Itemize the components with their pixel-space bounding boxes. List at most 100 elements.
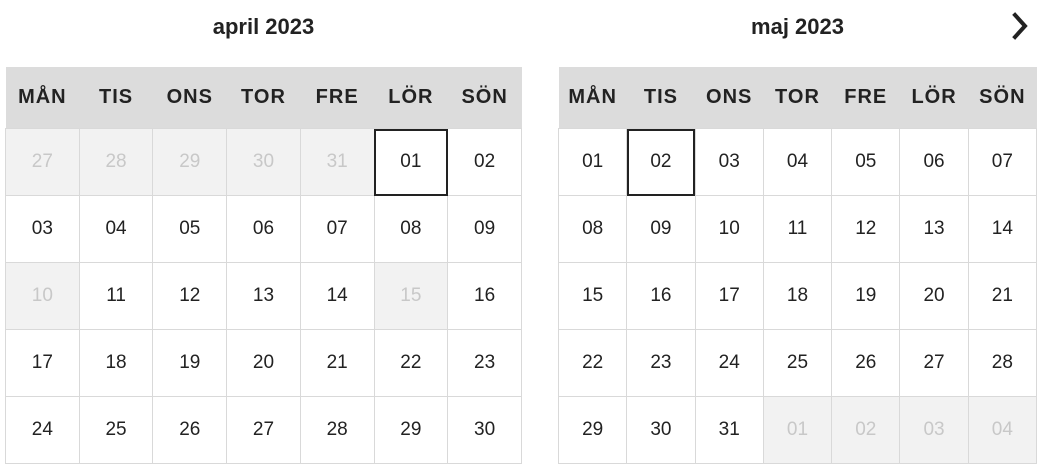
day-cell[interactable]: 24 — [694, 329, 764, 397]
weekday-header: LÖR — [899, 67, 969, 129]
calendar-month-may: maj 2023 MÅN TIS ONS TOR FRE LÖR SÖN 01 02 03 04 0… — [557, 0, 1038, 464]
weekday-header-row: MÅN TIS ONS TOR FRE LÖR SÖN — [5, 67, 522, 129]
weekday-header: LÖR — [374, 67, 448, 129]
day-cell[interactable]: 22 — [373, 329, 449, 397]
calendar-month-april: april 2023 MÅN TIS ONS TOR FRE LÖR SÖN 27 28 29 3… — [5, 0, 522, 464]
day-cell[interactable]: 23 — [626, 329, 696, 397]
day-cell[interactable]: 29 — [557, 396, 628, 464]
day-cell[interactable]: 09 — [447, 195, 522, 263]
day-cell[interactable]: 18 — [762, 262, 833, 330]
day-cell[interactable]: 26 — [152, 396, 228, 464]
day-cell[interactable]: 12 — [831, 195, 901, 263]
weekday-header: SÖN — [447, 67, 522, 129]
week-row: 24 25 26 27 28 29 30 — [5, 396, 522, 464]
day-cell-selected[interactable]: 01 — [373, 128, 449, 196]
next-month-button[interactable] — [1003, 8, 1037, 44]
day-cell[interactable]: 03 — [5, 195, 80, 263]
weekday-header: ONS — [695, 67, 764, 129]
day-cell[interactable]: 05 — [831, 128, 901, 196]
day-cell-disabled: 10 — [5, 262, 80, 330]
day-cell[interactable]: 30 — [626, 396, 696, 464]
day-cell[interactable]: 04 — [78, 195, 154, 263]
month-title: maj 2023 — [751, 14, 844, 39]
weekday-header: MÅN — [5, 67, 80, 129]
day-cell[interactable]: 21 — [967, 262, 1038, 330]
weekday-header: FRE — [300, 67, 375, 129]
day-cell[interactable]: 24 — [5, 396, 80, 464]
week-row: 08 09 10 11 12 13 14 — [557, 195, 1038, 263]
day-cell[interactable]: 07 — [299, 195, 375, 263]
weekday-header: TOR — [763, 67, 832, 129]
day-cell[interactable]: 18 — [78, 329, 154, 397]
weekday-header: TIS — [626, 67, 696, 129]
day-cell[interactable]: 20 — [899, 262, 969, 330]
week-row: 17 18 19 20 21 22 23 — [5, 329, 522, 397]
day-cell[interactable]: 08 — [373, 195, 449, 263]
day-cell-disabled: 04 — [967, 396, 1038, 464]
day-cell[interactable]: 16 — [626, 262, 696, 330]
weekday-header: TIS — [79, 67, 153, 129]
day-cell[interactable]: 28 — [967, 329, 1038, 397]
day-cell-disabled: 31 — [299, 128, 375, 196]
weekday-header: FRE — [831, 67, 900, 129]
weekday-header-row: MÅN TIS ONS TOR FRE LÖR SÖN — [558, 67, 1037, 129]
weekday-header: ONS — [152, 67, 227, 129]
day-cell[interactable]: 25 — [78, 396, 154, 464]
day-cell[interactable]: 12 — [152, 262, 228, 330]
week-row: 10 11 12 13 14 15 16 — [5, 262, 522, 330]
calendar-grid: MÅN TIS ONS TOR FRE LÖR SÖN 01 02 03 04 05 06 07 08 09… — [557, 67, 1038, 464]
day-cell-disabled: 01 — [762, 396, 833, 464]
weekday-header: SÖN — [968, 67, 1037, 129]
day-cell[interactable]: 26 — [831, 329, 901, 397]
week-row: 15 16 17 18 19 20 21 — [557, 262, 1038, 330]
day-cell[interactable]: 13 — [226, 262, 301, 330]
week-row: 27 28 29 30 31 01 02 — [5, 128, 522, 196]
day-cell[interactable]: 04 — [762, 128, 833, 196]
day-cell[interactable]: 31 — [694, 396, 764, 464]
day-cell[interactable]: 17 — [5, 329, 80, 397]
day-cell[interactable]: 25 — [762, 329, 833, 397]
week-row: 03 04 05 06 07 08 09 — [5, 195, 522, 263]
day-cell[interactable]: 07 — [967, 128, 1038, 196]
day-cell[interactable]: 19 — [831, 262, 901, 330]
day-cell[interactable]: 13 — [899, 195, 969, 263]
day-cell[interactable]: 27 — [899, 329, 969, 397]
day-cell[interactable]: 17 — [694, 262, 764, 330]
chevron-right-icon — [1012, 12, 1028, 40]
day-cell[interactable]: 29 — [373, 396, 449, 464]
day-cell-disabled: 28 — [78, 128, 154, 196]
day-cell-disabled: 29 — [152, 128, 228, 196]
calendar-grid: MÅN TIS ONS TOR FRE LÖR SÖN 27 28 29 30 31 01 02 03 04… — [5, 67, 522, 464]
day-cell[interactable]: 28 — [299, 396, 375, 464]
week-row: 01 02 03 04 05 06 07 — [557, 128, 1038, 196]
day-cell[interactable]: 06 — [226, 195, 301, 263]
day-cell[interactable]: 01 — [557, 128, 628, 196]
day-cell[interactable]: 15 — [557, 262, 628, 330]
day-cell[interactable]: 03 — [694, 128, 764, 196]
day-cell[interactable]: 14 — [967, 195, 1038, 263]
weekday-header: TOR — [226, 67, 301, 129]
day-cell[interactable]: 02 — [447, 128, 522, 196]
day-cell[interactable]: 27 — [226, 396, 301, 464]
day-cell[interactable]: 30 — [447, 396, 522, 464]
week-row: 29 30 31 01 02 03 04 — [557, 396, 1038, 464]
day-cell[interactable]: 06 — [899, 128, 969, 196]
day-cell[interactable]: 19 — [152, 329, 228, 397]
day-cell[interactable]: 16 — [447, 262, 522, 330]
day-cell-selected[interactable]: 02 — [626, 128, 696, 196]
day-cell[interactable]: 20 — [226, 329, 301, 397]
day-cell[interactable]: 11 — [78, 262, 154, 330]
day-cell[interactable]: 08 — [557, 195, 628, 263]
day-cell-disabled: 27 — [5, 128, 80, 196]
day-cell-disabled: 30 — [226, 128, 301, 196]
day-cell[interactable]: 21 — [299, 329, 375, 397]
month-title: april 2023 — [212, 14, 315, 39]
day-cell-disabled: 02 — [831, 396, 901, 464]
day-cell[interactable]: 09 — [626, 195, 696, 263]
day-cell[interactable]: 10 — [694, 195, 764, 263]
day-cell[interactable]: 05 — [152, 195, 228, 263]
day-cell[interactable]: 14 — [299, 262, 375, 330]
day-cell[interactable]: 23 — [447, 329, 522, 397]
day-cell[interactable]: 11 — [762, 195, 833, 263]
day-cell[interactable]: 22 — [557, 329, 628, 397]
